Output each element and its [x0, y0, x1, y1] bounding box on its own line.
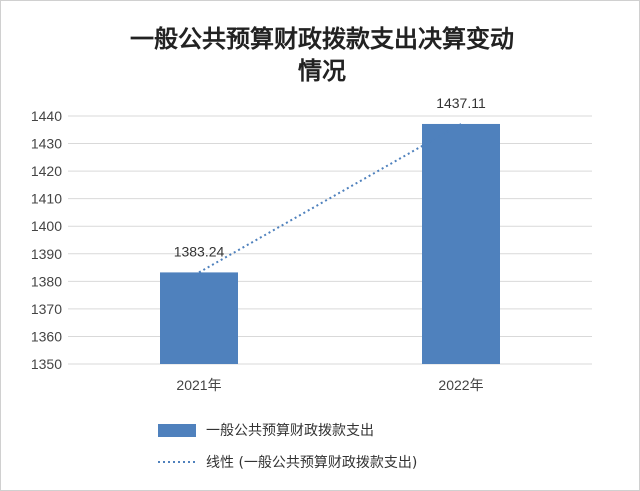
chart-title-line-2: 情况 — [298, 57, 346, 85]
legend-label-trendline: 线性 (一般公共预算财政拨款支出) — [206, 455, 417, 471]
legend-label-bar: 一般公共预算财政拨款支出 — [206, 423, 374, 439]
y-tick-label: 1390 — [31, 246, 62, 262]
bar — [160, 272, 238, 364]
y-tick-label: 1430 — [31, 136, 62, 152]
y-tick-label: 1380 — [31, 273, 62, 289]
y-tick-label: 1370 — [31, 301, 62, 317]
x-tick-label: 2021年 — [176, 377, 221, 393]
data-label: 1383.24 — [174, 243, 225, 259]
chart-title-line-1: 一般公共预算财政拨款支出决算变动 — [130, 25, 514, 53]
y-tick-label: 1440 — [31, 108, 62, 124]
y-tick-label: 1420 — [31, 163, 62, 179]
y-tick-label: 1400 — [31, 218, 62, 234]
legend: 一般公共预算财政拨款支出 线性 (一般公共预算财政拨款支出) — [158, 423, 417, 471]
legend-swatch-bar — [158, 424, 196, 437]
data-label: 1437.11 — [436, 95, 486, 111]
y-axis-ticks: 1350 1360 1370 1380 1390 1400 1410 1420 1430 1440 — [31, 108, 62, 372]
y-tick-label: 1350 — [31, 356, 62, 372]
x-tick-label: 2022年 — [438, 377, 483, 393]
gridlines — [68, 116, 592, 364]
bar — [422, 124, 500, 364]
x-axis-ticks: 2021年 2022年 — [176, 377, 483, 393]
y-tick-label: 1410 — [31, 191, 62, 207]
y-tick-label: 1360 — [31, 328, 62, 344]
